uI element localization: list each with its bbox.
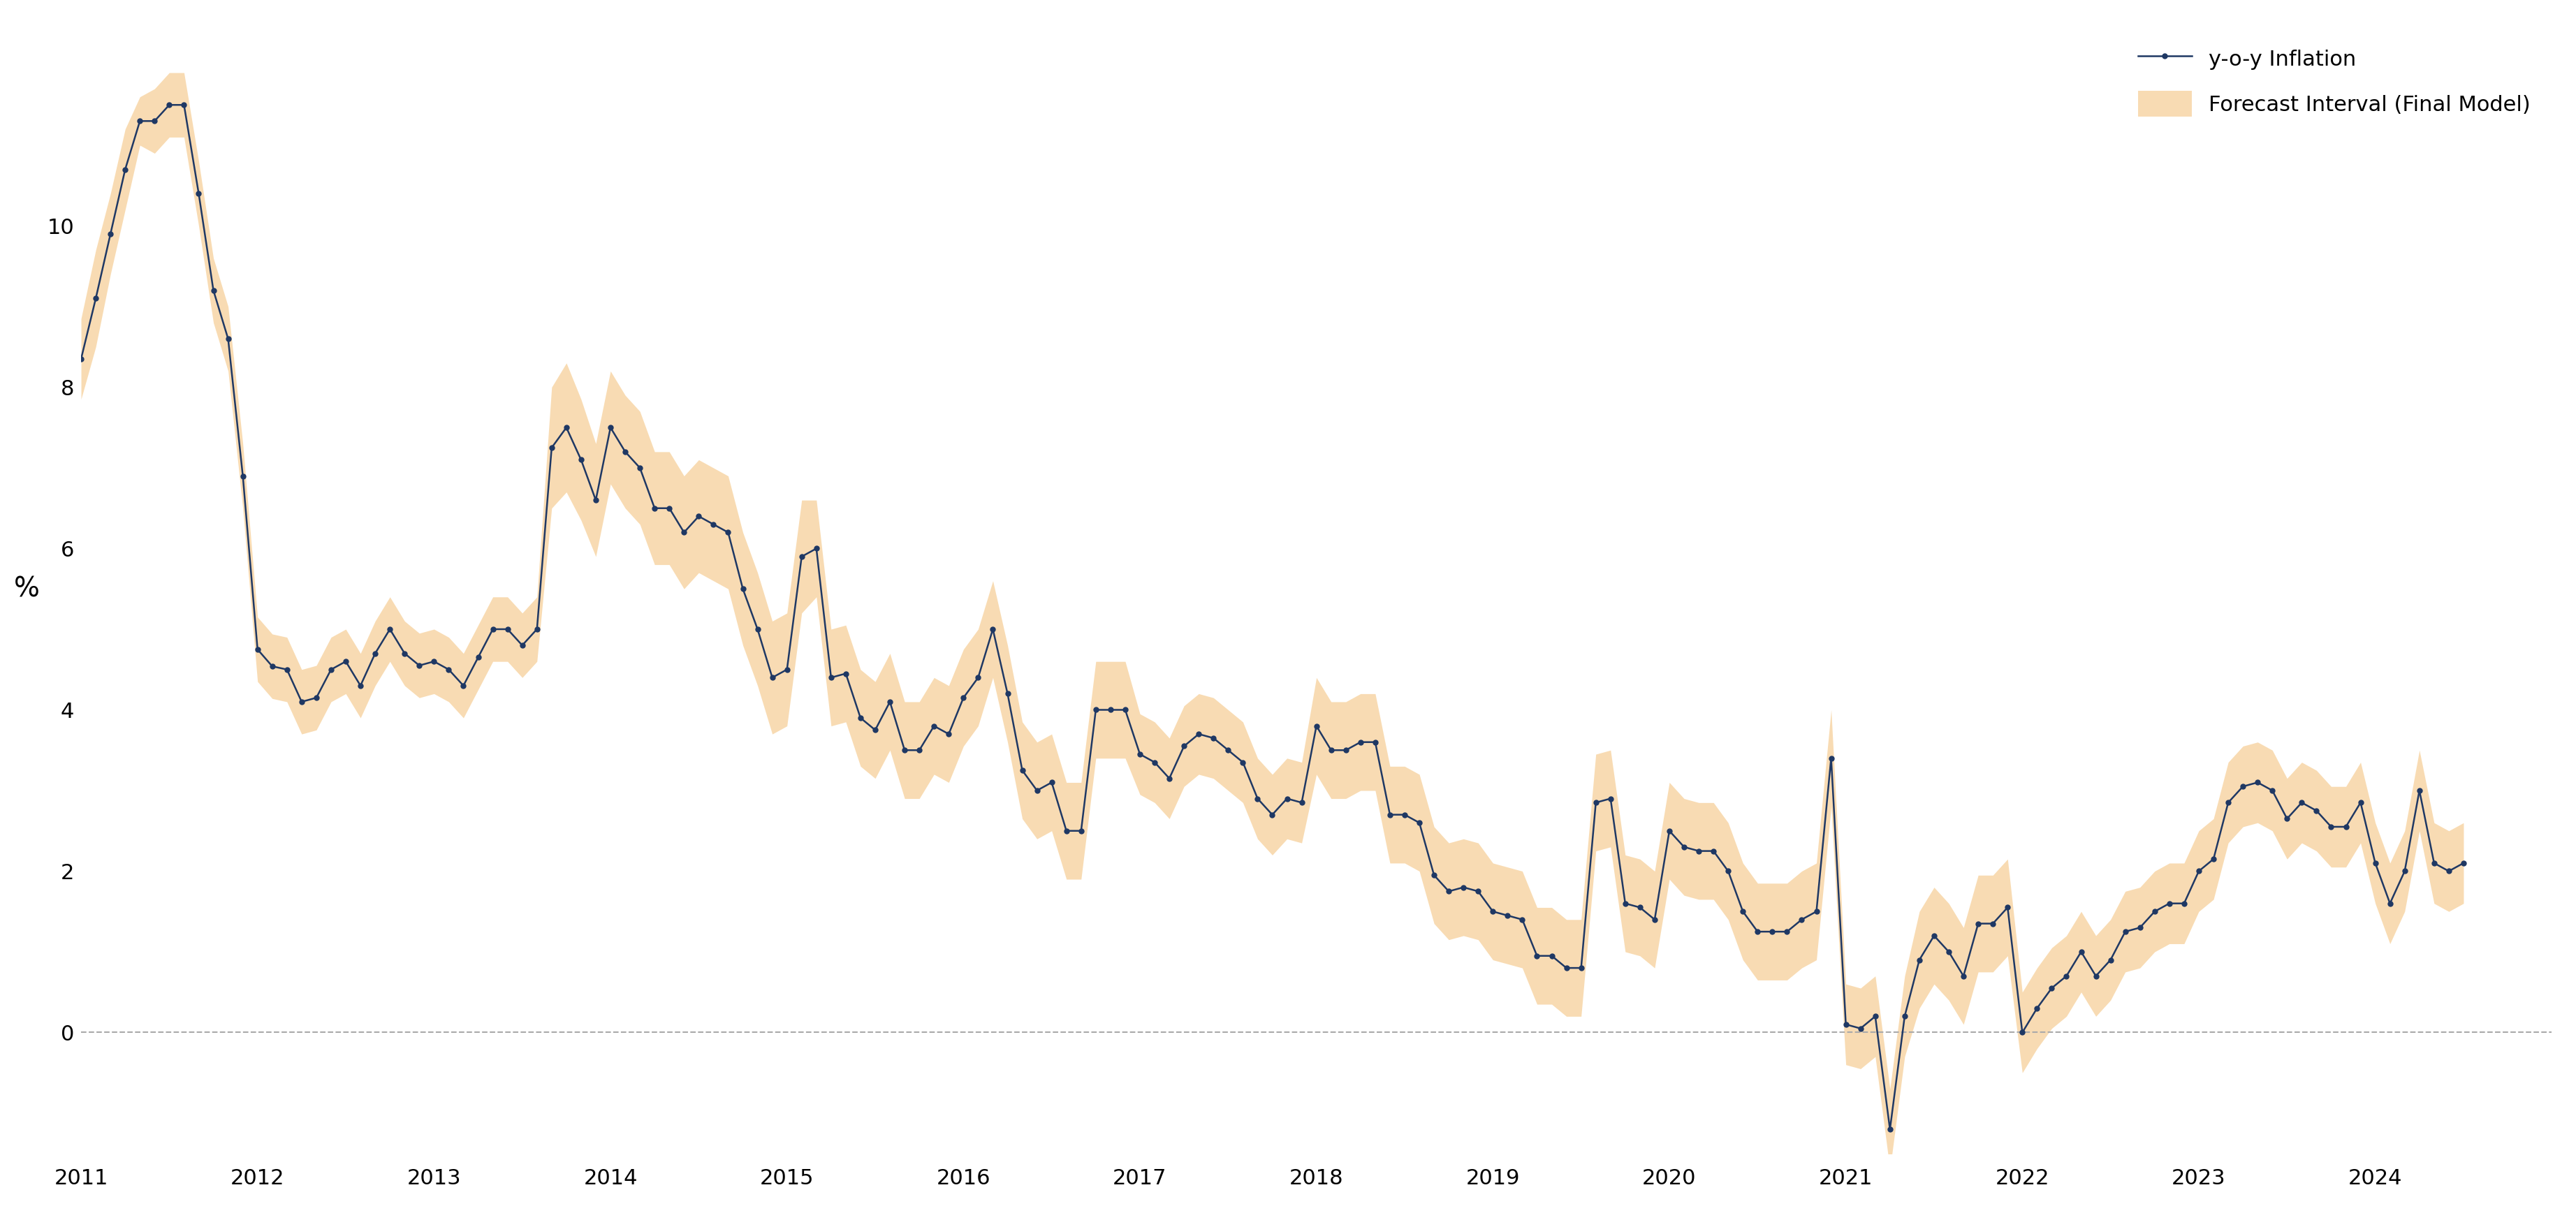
Legend: y-o-y Inflation, Forecast Interval (Final Model): y-o-y Inflation, Forecast Interval (Fina… <box>2128 35 2540 127</box>
Y-axis label: %: % <box>13 576 39 602</box>
